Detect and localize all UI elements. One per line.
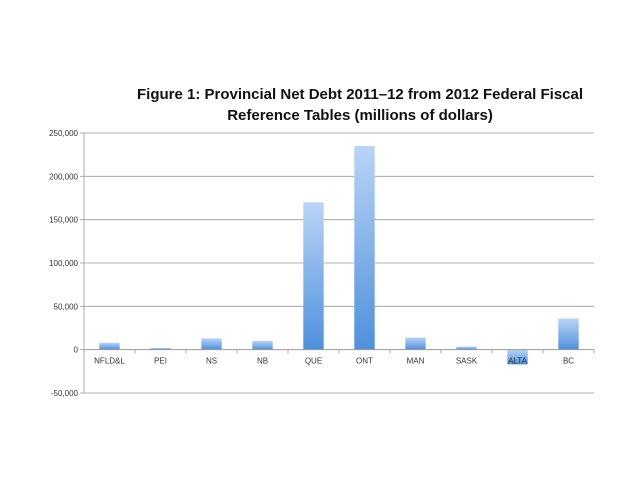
y-tick-label: 250,000 — [49, 129, 78, 138]
bar — [558, 318, 579, 350]
y-tick-label: -50,000 — [51, 389, 79, 398]
bars — [99, 146, 579, 365]
bar — [150, 347, 171, 350]
bar — [456, 346, 477, 350]
x-tick-label: NFLD&L — [94, 357, 125, 366]
x-tick-label: BC — [563, 357, 574, 366]
bar — [99, 342, 120, 350]
chart-title-line-1: Figure 1: Provincial Net Debt 2011–12 fr… — [136, 86, 584, 103]
y-tick-label: 200,000 — [49, 172, 78, 181]
y-tick-label: 100,000 — [49, 259, 78, 268]
chart-title: Figure 1: Provincial Net Debt 2011–12 fr… — [80, 84, 640, 126]
bar — [303, 202, 324, 350]
x-tick-label: SASK — [456, 357, 478, 366]
x-tick-label: ALTA — [508, 357, 527, 366]
tick-labels: 250,000 200,000 150,000 100,000 50,000 0 -50,0… — [49, 129, 574, 398]
x-tick-label: MAN — [407, 357, 425, 366]
bar — [354, 146, 375, 350]
x-tick-label: ONT — [356, 357, 373, 366]
axes — [80, 132, 595, 394]
y-tick-label: 150,000 — [49, 216, 78, 225]
bar — [507, 349, 528, 365]
x-tick-label: PEI — [154, 357, 167, 366]
bar — [405, 337, 426, 350]
x-tick-label: QUE — [305, 357, 322, 366]
y-tick-label: 0 — [74, 346, 79, 355]
x-tick-label: NB — [257, 357, 268, 366]
x-tick-label: NS — [206, 357, 217, 366]
y-tick-label: 50,000 — [54, 302, 79, 311]
gridlines — [84, 132, 594, 394]
chart-title-line-2: Reference Tables (millions of dollars) — [227, 107, 493, 124]
bar — [252, 341, 273, 350]
bar — [201, 338, 222, 350]
